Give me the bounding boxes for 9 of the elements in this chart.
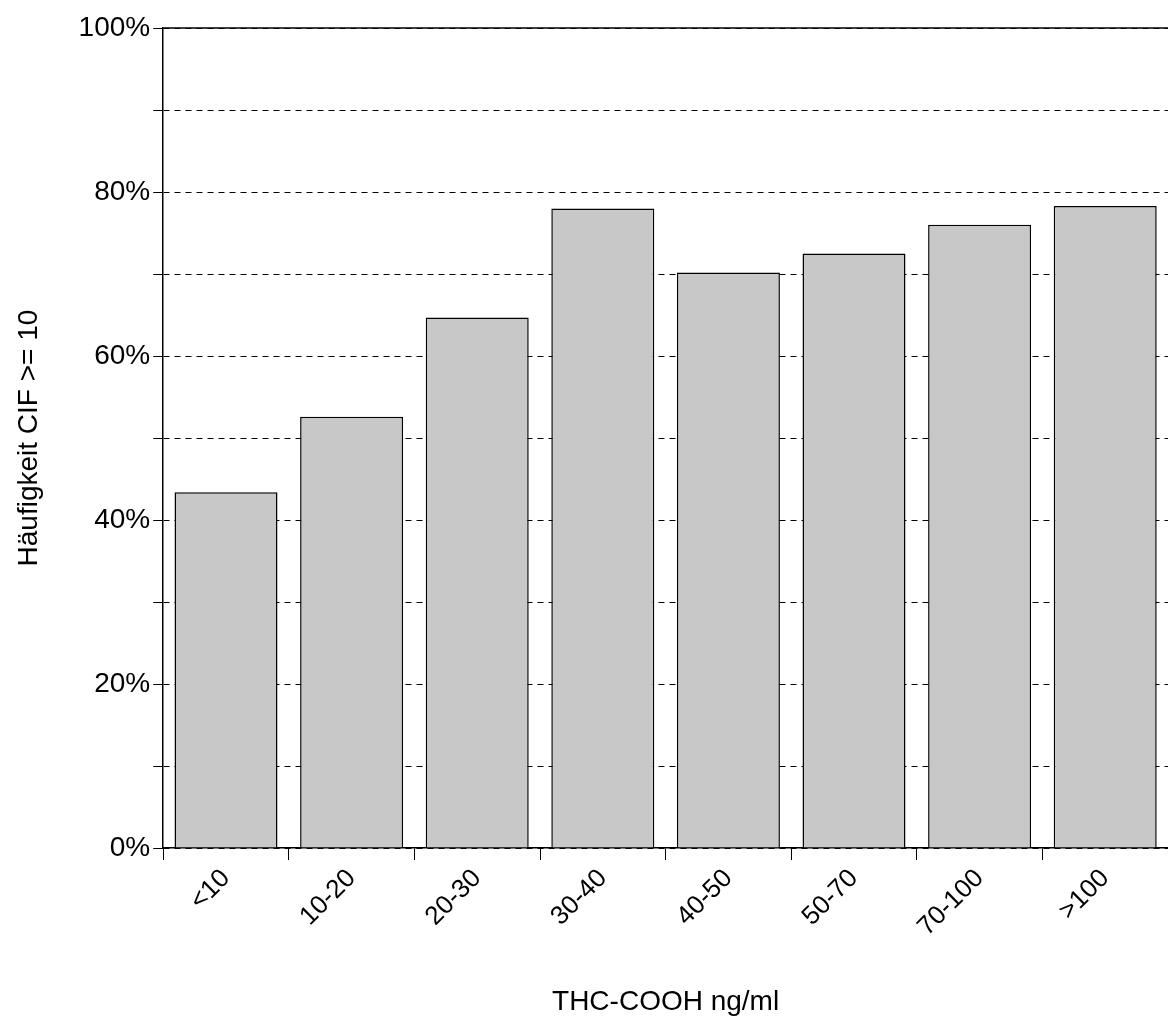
y-tick-label: 100%: [78, 10, 151, 42]
y-tick-label: 0%: [109, 830, 151, 862]
y-tick-label: 80%: [94, 174, 151, 206]
x-axis-title: THC-COOH ng/ml: [552, 984, 780, 1016]
y-tick-label: 60%: [94, 338, 151, 370]
y-axis-title: Häufigkeit CIF >= 10: [11, 309, 43, 567]
y-tick-label: 40%: [94, 502, 151, 534]
y-tick-label: 20%: [94, 666, 151, 698]
x-tick-label: <10: [182, 862, 236, 915]
